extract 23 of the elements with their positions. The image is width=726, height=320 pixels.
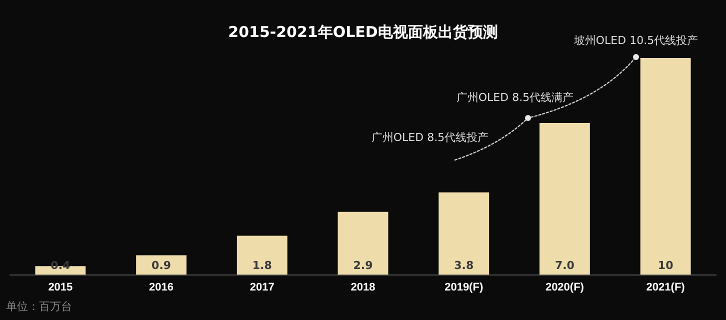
x-tick-label: 2016 bbox=[149, 281, 174, 294]
annotation: 广州OLED 8.5代线满产 bbox=[456, 90, 574, 105]
x-tick-label: 2021(F) bbox=[646, 281, 686, 294]
x-tick-label: 2015 bbox=[48, 281, 73, 294]
x-tick-label: 2020(F) bbox=[545, 281, 584, 294]
x-tick-label: 2018 bbox=[350, 281, 376, 294]
x-tick-label: 2019(F) bbox=[444, 281, 484, 294]
x-tick-label: 2017 bbox=[250, 281, 274, 294]
bar bbox=[438, 192, 490, 275]
data-label: 1.8 bbox=[252, 259, 272, 272]
bar bbox=[640, 58, 691, 275]
data-label: 3.8 bbox=[454, 259, 474, 272]
annotation: 广州OLED 8.5代线投产 bbox=[371, 130, 489, 145]
data-label: 10 bbox=[658, 259, 674, 272]
bar bbox=[236, 236, 288, 275]
bar bbox=[338, 212, 388, 275]
data-label: 2.9 bbox=[353, 259, 373, 272]
bar bbox=[540, 123, 590, 275]
data-label: 0.9 bbox=[152, 259, 172, 272]
chart-title: 2015-2021年OLED电视面板出货预测 bbox=[228, 22, 498, 41]
text: 单位：百万台 bbox=[6, 300, 72, 313]
text: 坡州OLED 10.5代线投产 bbox=[574, 33, 698, 48]
data-label: 7.0 bbox=[554, 259, 575, 272]
